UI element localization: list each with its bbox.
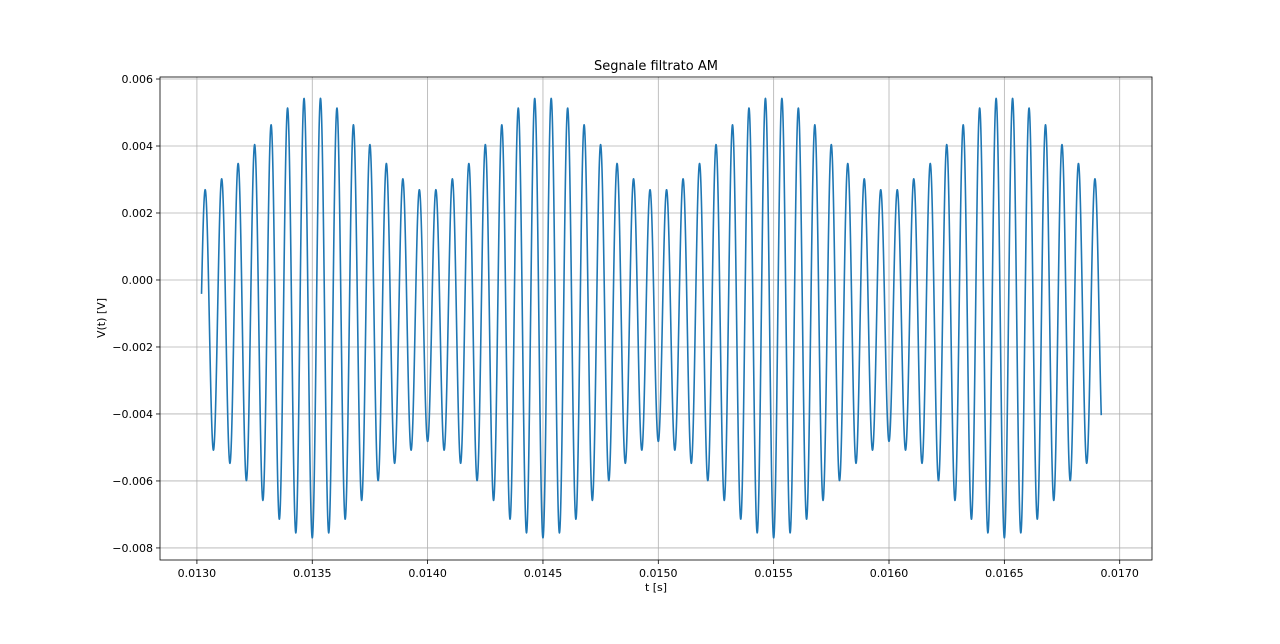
y-tick-label: −0.004 — [112, 408, 153, 421]
y-tick-label: 0.002 — [122, 207, 154, 220]
x-tick-label: 0.0170 — [1100, 567, 1139, 580]
y-tick-label: 0.000 — [122, 274, 154, 287]
chart-title: Segnale filtrato AM — [594, 59, 718, 74]
x-tick-label: 0.0155 — [754, 567, 793, 580]
x-tick-label: 0.0140 — [408, 567, 447, 580]
y-axis-label: V(t) [V] — [95, 298, 108, 338]
series-line-0 — [200, 97, 1103, 539]
x-tick-label: 0.0135 — [293, 567, 332, 580]
y-tick-label: −0.006 — [112, 475, 153, 488]
y-tick-label: 0.004 — [122, 140, 154, 153]
x-tick-label: 0.0150 — [639, 567, 678, 580]
plot-frame — [159, 76, 1153, 561]
y-tick-label: −0.002 — [112, 341, 153, 354]
y-axis: −0.008 −0.006 −0.004 −0.002 0.000 0.002 0.004 0… — [112, 73, 160, 555]
x-tick-label: 0.0160 — [870, 567, 909, 580]
x-tick-label: 0.0165 — [985, 567, 1024, 580]
x-axis: 0.0130 0.0135 0.0140 0.0145 0.0150 0.0155 0.01… — [178, 560, 1139, 580]
series-layer — [200, 97, 1103, 539]
x-tick-label: 0.0130 — [178, 567, 217, 580]
y-tick-label: −0.008 — [112, 542, 153, 555]
x-axis-label: t [s] — [645, 581, 667, 594]
y-tick-label: 0.006 — [122, 73, 154, 86]
x-tick-label: 0.0145 — [524, 567, 563, 580]
